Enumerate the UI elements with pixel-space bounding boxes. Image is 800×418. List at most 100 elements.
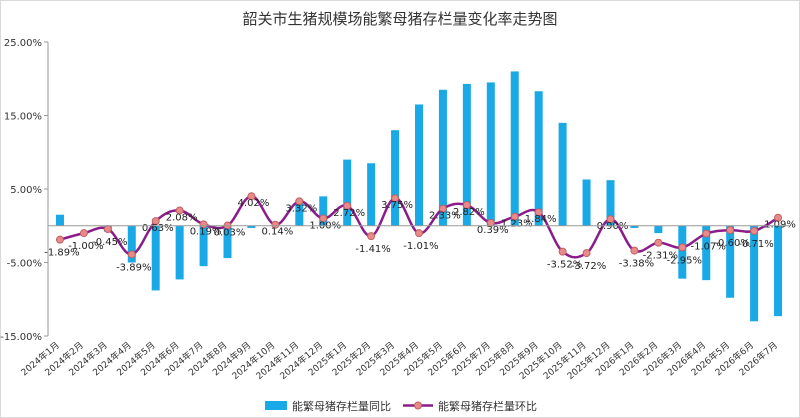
yoy-bar bbox=[606, 180, 615, 226]
mom-data-label: -1.89% bbox=[44, 248, 79, 259]
mom-data-label: -1.41% bbox=[355, 244, 390, 255]
mom-data-label: 2.82% bbox=[453, 207, 485, 218]
yoy-bar bbox=[558, 122, 567, 226]
yoy-bar bbox=[367, 163, 376, 226]
mom-data-label: -2.31% bbox=[643, 251, 678, 262]
mom-point bbox=[606, 215, 615, 224]
mom-data-label: 2.08% bbox=[166, 212, 198, 223]
legend: 能繁母猪存栏量同比 能繁母猪存栏量环比 bbox=[265, 399, 537, 413]
mom-point bbox=[151, 217, 160, 226]
yoy-bar bbox=[462, 83, 471, 226]
mom-point bbox=[295, 197, 304, 206]
yoy-bar bbox=[175, 225, 184, 280]
yoy-bar bbox=[415, 104, 423, 226]
mom-point bbox=[726, 226, 735, 235]
yoy-bar bbox=[486, 82, 495, 226]
mom-data-label: -0.71% bbox=[738, 239, 773, 250]
mom-point bbox=[271, 220, 280, 229]
y-axis: 25.00% 15.00% 5.00% -5.00% -15.00% bbox=[0, 38, 49, 343]
mom-data-label: 3.75% bbox=[381, 200, 413, 211]
mom-data-label: 0.03% bbox=[214, 228, 246, 239]
mom-point bbox=[630, 246, 639, 255]
yoy-bar bbox=[678, 225, 687, 279]
mom-data-label: -3.38% bbox=[619, 259, 654, 270]
yoy-bar bbox=[55, 214, 64, 226]
mom-data-label: 0.90% bbox=[597, 221, 629, 232]
mom-data-label: -1.01% bbox=[403, 241, 438, 252]
legend-mom-marker bbox=[414, 401, 422, 410]
yoy-bar bbox=[534, 91, 543, 226]
mom-point bbox=[558, 247, 567, 256]
mom-point bbox=[702, 229, 711, 238]
mom-point bbox=[486, 218, 495, 227]
mom-point bbox=[654, 238, 663, 247]
yoy-bar bbox=[438, 89, 447, 226]
mom-data-label: 4.02% bbox=[238, 198, 270, 209]
mom-point bbox=[103, 225, 112, 234]
mom-point bbox=[678, 243, 687, 252]
yoy-bar bbox=[295, 200, 304, 226]
mom-data-label: -0.45% bbox=[92, 237, 127, 248]
chart-title: 韶关市生猪规模场能繁母猪存栏量变化率走势图 bbox=[242, 10, 557, 28]
mom-data-label: 0.19% bbox=[190, 226, 222, 237]
mom-point bbox=[534, 208, 543, 217]
mom-data-label: -3.52% bbox=[547, 260, 582, 271]
mom-point bbox=[462, 201, 471, 210]
yoy-bar bbox=[223, 225, 232, 259]
mom-data-label: -2.95% bbox=[667, 255, 702, 266]
legend-yoy-swatch bbox=[265, 401, 287, 410]
mom-point bbox=[774, 213, 783, 222]
mom-data-label: 1.09% bbox=[764, 220, 796, 231]
mom-data-label: 0.14% bbox=[261, 227, 293, 238]
yoy-bar bbox=[582, 179, 591, 226]
y-tick-label: -15.00% bbox=[0, 332, 42, 343]
mom-point bbox=[438, 204, 447, 213]
y-tick-label: -5.00% bbox=[7, 259, 42, 270]
mom-point bbox=[343, 201, 352, 210]
yoy-bar bbox=[702, 225, 711, 281]
mom-data-label: 2.33% bbox=[429, 211, 461, 222]
y-tick-label: 25.00% bbox=[4, 38, 42, 49]
yoy-bar bbox=[510, 71, 519, 226]
mom-point bbox=[367, 232, 376, 241]
mom-data-label: -1.07% bbox=[691, 242, 726, 253]
yoy-bar bbox=[199, 225, 208, 267]
yoy-bar bbox=[247, 225, 256, 228]
yoy-bar bbox=[726, 225, 735, 298]
mom-point bbox=[582, 249, 591, 258]
mom-point bbox=[319, 214, 328, 223]
legend-mom-label: 能繁母猪存栏量环比 bbox=[438, 399, 537, 413]
mom-point bbox=[510, 212, 519, 221]
y-tick-label: 15.00% bbox=[4, 112, 42, 123]
mom-data-label: -3.89% bbox=[116, 262, 151, 273]
mom-point bbox=[391, 194, 400, 203]
mom-point bbox=[55, 235, 64, 244]
yoy-bars bbox=[55, 71, 783, 322]
mom-point bbox=[79, 229, 88, 238]
yoy-bar bbox=[774, 225, 783, 317]
yoy-bar bbox=[391, 130, 400, 226]
mom-data-label: 1.84% bbox=[525, 214, 557, 225]
yoy-bar bbox=[630, 225, 639, 228]
mom-point bbox=[247, 192, 256, 201]
yoy-bar bbox=[151, 225, 160, 291]
mom-data-label: 2.72% bbox=[333, 208, 365, 219]
mom-data-label: 0.39% bbox=[477, 225, 509, 236]
legend-yoy-label: 能繁母猪存栏量同比 bbox=[292, 399, 391, 413]
mom-line: -1.89%-1.00%-0.45%-3.89%0.63%2.08%0.19%0… bbox=[44, 192, 796, 273]
yoy-bar bbox=[750, 225, 759, 322]
yoy-bar bbox=[127, 225, 136, 263]
mom-data-label: 1.23% bbox=[501, 219, 533, 230]
mom-point bbox=[750, 226, 759, 235]
mom-data-label: -0.60% bbox=[714, 238, 749, 249]
mom-data-label: -1.00% bbox=[68, 241, 103, 252]
mom-data-label: -3.72% bbox=[571, 261, 606, 272]
yoy-bar bbox=[319, 196, 328, 226]
mom-data-label: 0.63% bbox=[142, 223, 174, 234]
mom-point bbox=[175, 206, 184, 215]
mom-point bbox=[415, 229, 423, 238]
yoy-bar bbox=[343, 159, 352, 226]
y-tick-label: 5.00% bbox=[10, 185, 42, 196]
